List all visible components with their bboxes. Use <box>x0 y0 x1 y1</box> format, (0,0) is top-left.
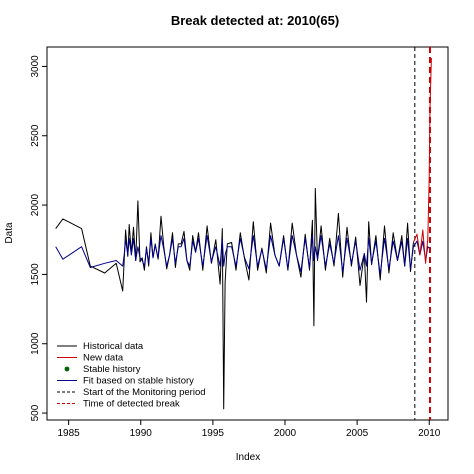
y-tick-label: 500 <box>30 404 41 421</box>
y-tick-label: 1500 <box>30 263 41 286</box>
x-tick-label: 2010 <box>418 428 441 439</box>
series-layer <box>55 58 432 410</box>
x-tick-label: 1995 <box>202 428 225 439</box>
y-tick-label: 1000 <box>30 332 41 355</box>
y-tick-label: 2000 <box>30 194 41 217</box>
legend-label: Fit based on stable history <box>83 376 194 387</box>
legend-label: Stable history <box>83 364 141 375</box>
y-tick-label: 2500 <box>30 124 41 147</box>
x-axis-label: Index <box>236 452 260 463</box>
legend-label: Historical data <box>83 341 144 352</box>
x-tick-label: 2000 <box>274 428 297 439</box>
fit-line <box>55 235 430 275</box>
x-tick-label: 2005 <box>346 428 369 439</box>
y-axis: 500 1000 1500 2000 2500 3000 <box>30 55 47 421</box>
plot-frame <box>46 46 449 421</box>
x-tick-label: 1985 <box>58 428 81 439</box>
chart-title: Break detected at: 2010(65) <box>171 13 339 28</box>
y-axis-label: Data <box>4 222 15 244</box>
legend-label: Time of detected break <box>83 399 180 410</box>
new-data-line <box>412 58 432 264</box>
legend-label: New data <box>83 353 124 364</box>
x-axis: 1985 1990 1995 2000 2005 2010 <box>58 420 441 439</box>
x-tick-label: 1990 <box>130 428 153 439</box>
y-tick-label: 3000 <box>30 55 41 78</box>
legend-swatch-point <box>64 366 70 372</box>
legend-label: Start of the Monitoring period <box>83 387 206 398</box>
